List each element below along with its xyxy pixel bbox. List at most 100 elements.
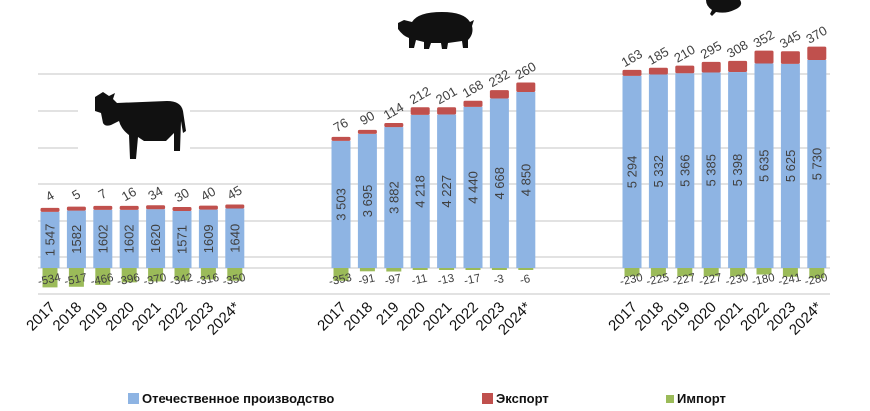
label-export: 185 (645, 44, 671, 68)
label-import: -6 (519, 273, 532, 287)
bar-export (807, 46, 827, 61)
label-export: 114 (381, 99, 406, 122)
label-production: 4 218 (413, 175, 428, 208)
bar-production (754, 63, 774, 269)
label-import: -227 (672, 272, 697, 289)
bar-import (386, 268, 402, 272)
legend-swatch-production (128, 393, 139, 404)
label-export: 45 (225, 182, 245, 202)
bar-production (675, 73, 695, 268)
label-export: 370 (803, 23, 829, 47)
bar-production (119, 209, 139, 268)
bar-import (359, 268, 375, 272)
label-export: 308 (724, 37, 750, 61)
legend-label-import: Импорт (677, 391, 726, 406)
bar-import (465, 268, 481, 270)
label-production: 4 668 (492, 167, 507, 200)
bar-production (701, 72, 721, 268)
label-production: 1602 (122, 224, 137, 253)
legend-swatch-import (666, 394, 674, 403)
label-production: 5 385 (704, 154, 719, 187)
label-import: -227 (698, 272, 723, 289)
label-import: -13 (437, 272, 456, 287)
category-label: 2022 (155, 299, 191, 335)
label-production: 1620 (148, 224, 163, 253)
label-import: -11 (411, 273, 429, 288)
bar-import (412, 268, 428, 270)
label-production: 4 227 (439, 175, 454, 208)
bar-import (68, 268, 84, 287)
label-import: -3 (493, 273, 506, 287)
label-export: 90 (357, 108, 377, 128)
label-import: -97 (384, 272, 403, 287)
label-production: 4 850 (518, 164, 533, 197)
label-import: -353 (328, 272, 353, 289)
legend-label-production: Отечественное производство (142, 391, 335, 406)
label-import: -350 (222, 272, 247, 289)
label-production: 5 294 (625, 156, 640, 189)
category-label: 2020 (393, 299, 429, 335)
category-label: 2019 (76, 299, 112, 335)
label-export: 163 (619, 46, 645, 70)
bar-production (780, 63, 800, 268)
label-import: -241 (777, 272, 802, 289)
bar-export (331, 136, 351, 141)
bar-production (728, 72, 748, 268)
label-import: -180 (751, 272, 776, 289)
bar-export (93, 205, 113, 210)
legend-item-production: Отечественное производство (128, 391, 334, 406)
bar-export (410, 107, 430, 115)
label-production: 3 695 (360, 185, 375, 218)
label-export: 345 (777, 27, 803, 51)
bar-import (730, 268, 746, 277)
label-production: 5 635 (757, 149, 772, 182)
label-export: 295 (698, 38, 724, 62)
bar-export (357, 129, 377, 134)
bar-import (677, 268, 693, 277)
label-import: -517 (63, 272, 88, 289)
bar-export (780, 51, 800, 64)
bar-production (648, 74, 668, 269)
bar-import (333, 268, 349, 281)
label-export: 232 (486, 66, 512, 90)
pig-icon (398, 12, 474, 49)
bar-export (463, 100, 483, 107)
category-label: 2018 (341, 299, 377, 335)
bar-import (200, 268, 216, 280)
label-import: -230 (724, 272, 749, 289)
category-label: 2017 (23, 299, 59, 335)
label-import: -91 (357, 272, 376, 287)
label-import: -466 (90, 272, 115, 289)
bar-export (516, 82, 536, 92)
label-export: 212 (407, 83, 433, 107)
bar-export (172, 206, 192, 211)
label-export: 4 (43, 188, 57, 205)
bar-production (410, 114, 430, 268)
bar-import (227, 268, 243, 281)
bar-export (198, 205, 218, 210)
label-export: 210 (671, 42, 697, 66)
bar-export (675, 65, 695, 74)
label-export: 352 (751, 27, 777, 51)
bar-export (701, 61, 721, 73)
legend-label-export: Экспорт (496, 391, 549, 406)
livestock-chart: 1 5474-534201715825-517201816027-4662019… (23, 0, 830, 339)
label-export: 7 (96, 186, 110, 203)
label-production: 1 547 (43, 224, 58, 257)
bar-production (198, 209, 218, 268)
bar-production (146, 209, 166, 268)
bar-production (807, 60, 827, 268)
category-label: 2021 (420, 299, 456, 335)
bar-export (225, 204, 245, 209)
bar-production (384, 127, 404, 268)
bar-production (489, 98, 509, 268)
bar-production (516, 91, 536, 268)
label-import: -230 (619, 272, 644, 289)
bar-export (728, 60, 748, 73)
label-production: 5 625 (783, 150, 798, 183)
bar-production (357, 133, 377, 268)
label-production: 5 730 (809, 148, 824, 181)
label-export: 16 (119, 184, 139, 204)
label-import: -280 (804, 272, 829, 289)
bar-import (703, 268, 719, 277)
